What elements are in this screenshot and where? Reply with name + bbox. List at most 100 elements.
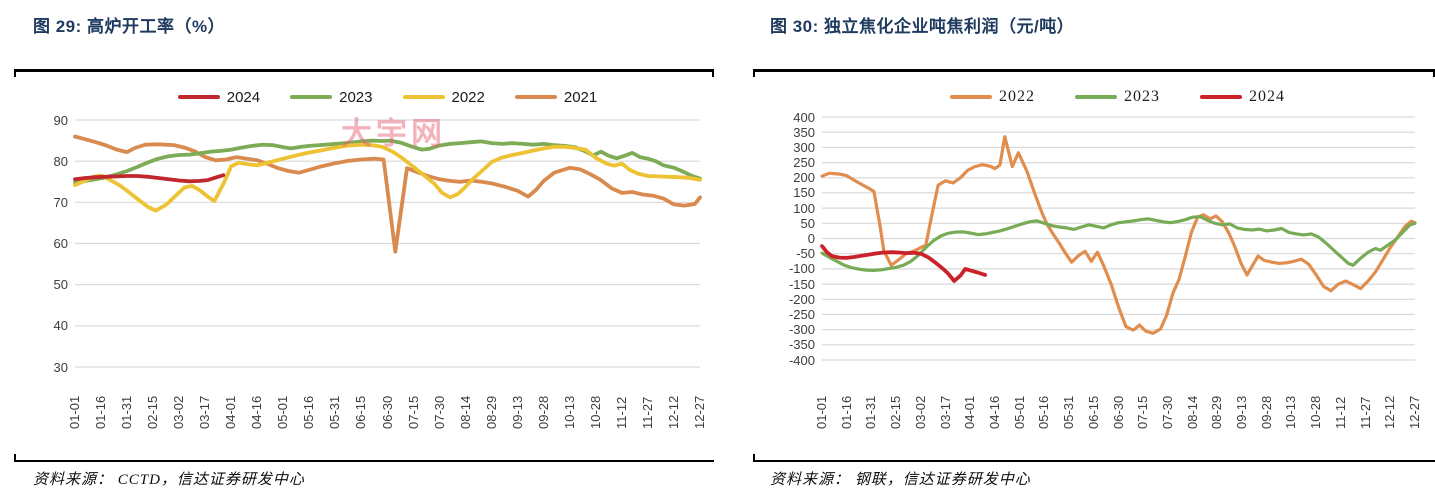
y-axis-label: -100: [788, 261, 815, 276]
rule-end-tick: [753, 69, 755, 77]
y-axis-label: 30: [53, 360, 68, 375]
x-axis-label: 01-16: [93, 395, 108, 429]
y-axis-label: 300: [793, 140, 815, 155]
rule-end-tick: [712, 69, 714, 77]
x-axis-label: 09-28: [536, 395, 551, 429]
x-axis-label: 07-30: [1160, 395, 1175, 429]
legend-label: 2022: [999, 88, 1035, 105]
x-axis-label: 09-28: [1259, 395, 1274, 429]
y-axis-label: 250: [793, 155, 815, 170]
y-axis-label: 40: [53, 318, 68, 333]
legend-line-swatch: [1075, 95, 1117, 99]
x-axis-label: 06-30: [1111, 395, 1126, 429]
x-axis-label: 09-13: [510, 395, 525, 429]
legend-label: 2024: [226, 88, 261, 106]
y-axis-label: 60: [53, 236, 68, 251]
y-axis-label: 100: [793, 201, 815, 216]
x-axis-label: 11-27: [640, 396, 655, 429]
legend-label: 2023: [1124, 88, 1160, 105]
legend-line-swatch: [514, 95, 557, 99]
watermark: 大宇网: [341, 116, 446, 151]
x-axis-label: 03-02: [913, 395, 928, 429]
y-axis-label: -350: [788, 337, 815, 352]
x-axis-label: 02-15: [145, 395, 160, 429]
x-axis-label: 10-13: [562, 395, 577, 429]
x-axis-label: 03-17: [197, 395, 212, 429]
x-axis-label: 01-31: [863, 395, 878, 429]
x-axis-label: 08-14: [1185, 395, 1200, 429]
legend-line-swatch: [290, 95, 333, 99]
legend-item-2022: 2022: [950, 88, 1035, 106]
rule-end-tick: [14, 454, 16, 462]
series-line-2021: [73, 134, 702, 254]
x-axis-label: 12-12: [666, 395, 681, 429]
x-axis-label: 10-13: [1283, 395, 1298, 429]
legend-label: 2024: [1249, 88, 1285, 105]
y-axis-label: 200: [793, 170, 815, 185]
x-axis-label: 06-15: [353, 395, 368, 429]
y-axis-label: 50: [53, 277, 68, 292]
legend-label: 2023: [339, 88, 373, 106]
figure-30-legend: 2022 2023 2024: [820, 88, 1415, 106]
x-axis-label: 07-15: [1135, 395, 1150, 429]
bottom-rule: [753, 460, 1435, 462]
series-line-2024: [73, 173, 226, 184]
legend-item-2023: 2023: [290, 88, 373, 106]
rule-end-tick: [1433, 69, 1435, 77]
x-axis-label: 05-01: [275, 395, 290, 429]
y-axis-label: -400: [788, 353, 815, 368]
x-axis-label: 06-30: [380, 395, 395, 429]
series-line-2023: [820, 215, 1417, 272]
top-rule: [14, 69, 714, 72]
x-axis-label: 09-13: [1234, 395, 1249, 429]
y-axis-label: 50: [800, 216, 815, 231]
rule-end-tick: [753, 454, 755, 462]
y-axis-label: -300: [788, 322, 815, 337]
legend-item-2023: 2023: [1075, 88, 1160, 106]
x-axis-label: 01-31: [119, 395, 134, 429]
x-axis-label: 01-01: [814, 395, 829, 429]
x-axis-label: 04-16: [987, 395, 1002, 429]
x-axis-label: 12-27: [1407, 395, 1422, 429]
x-axis-label: 07-15: [406, 395, 421, 429]
legend-item-2024: 2024: [177, 88, 261, 106]
x-axis-label: 10-28: [588, 395, 603, 429]
legend-item-2022: 2022: [402, 89, 485, 106]
x-axis-label: 11-12: [614, 396, 629, 429]
x-axis-label: 12-27: [692, 395, 707, 429]
figure-30-panel: 图 30: 独立焦化企业吨焦利润（元/吨） 2022 2023 2024 资料来源：…: [753, 0, 1435, 500]
x-axis-label: 12-12: [1382, 395, 1397, 429]
x-axis-label: 01-16: [839, 395, 854, 429]
x-axis-label: 02-15: [888, 395, 903, 429]
bottom-rule: [14, 460, 714, 462]
x-axis-label: 05-16: [1036, 395, 1051, 429]
x-axis-label: 05-31: [327, 395, 342, 429]
x-axis-label: 08-14: [458, 395, 473, 429]
legend-label: 2021: [563, 88, 598, 106]
x-axis-label: 08-29: [1209, 395, 1224, 429]
legend-line-swatch: [1200, 95, 1242, 99]
y-axis-label: 350: [793, 125, 815, 140]
x-axis-label: 10-28: [1308, 395, 1323, 429]
y-axis-label: 70: [53, 195, 68, 210]
y-axis-label: 0: [807, 231, 815, 246]
series-line-2022: [820, 135, 1417, 335]
figure-29-title: 图 29: 高炉开工率（%）: [33, 17, 226, 36]
legend-line-swatch: [402, 95, 445, 99]
rule-end-tick: [14, 69, 16, 77]
legend-item-2021: 2021: [514, 88, 598, 106]
legend-item-2024: 2024: [1200, 88, 1285, 106]
y-axis-label: -250: [788, 307, 815, 322]
y-axis-label: 400: [793, 110, 815, 125]
top-rule: [753, 69, 1435, 72]
x-axis-label: 04-16: [249, 395, 264, 429]
x-axis-label: 05-31: [1061, 395, 1076, 429]
x-axis-label: 05-16: [301, 395, 316, 429]
y-axis-label: -50: [796, 246, 815, 261]
x-axis-label: 03-02: [171, 395, 186, 429]
y-axis-label: -200: [788, 292, 815, 307]
series-line-2024: [820, 244, 988, 283]
figure-29-source: 资料来源： CCTD，信达证券研发中心: [33, 472, 305, 488]
figure-29-panel: 图 29: 高炉开工率（%） 2024 2023 2022 2021 资料来源： CC…: [14, 0, 714, 500]
